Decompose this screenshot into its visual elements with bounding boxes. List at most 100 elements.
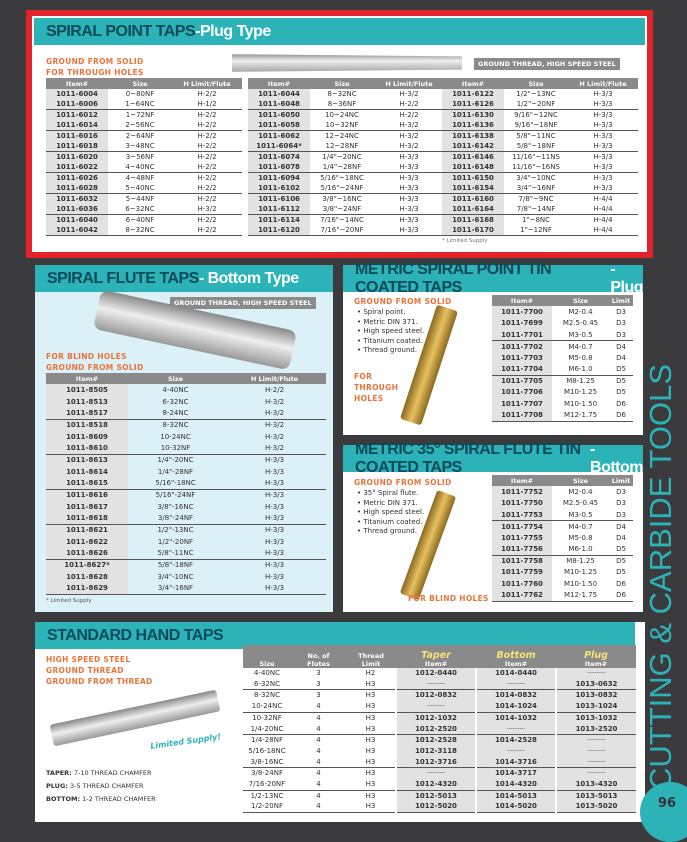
table-row: 1011-7706 M10-1.25 D5 (492, 386, 633, 398)
cell: 7/16-20NF (248, 780, 286, 789)
table-row: 4-40NC 3 H2 1012-0440 1014-0440 ---------- (243, 668, 636, 679)
item-number: 1011-6016 (46, 130, 108, 141)
item-number: 1013-0832 (555, 689, 636, 702)
table-row: 1011-6064* 12~28NF H-3/2 (248, 141, 444, 152)
item-number: 1011-6032 (46, 193, 108, 204)
item-number: 1011-6114 (248, 214, 310, 225)
item-number: 1011-6150 (442, 172, 504, 183)
table-row: 7/16-20NF 4 H3 1012-4320 1014-4320 1013-4320 (243, 779, 636, 791)
cell: 3/8"~24NF (322, 205, 362, 213)
table-row: 1011-6058 10~32NF H-3/2 (248, 120, 444, 131)
column-header: Item# (46, 373, 128, 384)
cell: M2-0.4 (568, 487, 593, 496)
cell: H-2/2 (172, 193, 242, 204)
cell: H-3/3 (264, 502, 285, 511)
cell: 5~40NC (125, 184, 155, 192)
cell: H-3/3 (568, 109, 638, 120)
cell: D3 (616, 499, 626, 508)
column-header-sub: Item# (584, 660, 608, 668)
table-row: 1011-6138 5/8"~11NC H-3/3 (442, 130, 638, 141)
cell: 4 (316, 780, 321, 789)
chamfer-item: PLUG: 3-5 THREAD CHAMFER (46, 780, 156, 793)
item-number: 1013-1024 (555, 701, 636, 713)
cell: D4 (609, 520, 633, 532)
item-number: 1011-6122 (442, 89, 504, 99)
table-row: 1011-7707 M10-1.50 D6 (492, 398, 633, 410)
cell: 5/16"-18NC (155, 479, 196, 488)
cell: 4-40NC (253, 669, 280, 677)
item-number: 1011-7755 (492, 532, 552, 544)
spiral-point-tag: GROUND THREAD, HIGH SPEED STEEL (474, 58, 620, 70)
note: GROUND FROM SOLID (354, 478, 452, 487)
spiral-flute-title: SPIRAL FLUTE TAPS (47, 269, 199, 287)
item-number: 1014-0440 (475, 668, 556, 679)
column-header: Item# (492, 295, 552, 306)
table-row: 1011-8517 8-24NC H-3/2 (46, 407, 326, 420)
cell: H3 (365, 724, 376, 733)
cell: 1"~12NF (520, 226, 552, 234)
data-table: Item# Size Limit 1011-7700 M2-0.4 D3 1011-7699… (492, 295, 633, 422)
header-row: Item# Size Limit (492, 295, 633, 306)
item-number: 1011-6160 (442, 193, 504, 204)
cell: 1/4"-20NC (128, 453, 223, 466)
cell: H-4/4 (593, 205, 613, 213)
chamfer-item: TAPER: 7-10 THREAD CHAMFER (46, 767, 156, 780)
table-row: 1011-7705 M8-1.25 D5 (492, 374, 633, 387)
cell: H-2/2 (197, 226, 217, 234)
cell: H-2/2 (172, 109, 242, 120)
cell: 5/16-18NC (248, 746, 286, 755)
column-header-top: Taper (421, 650, 451, 661)
cell: 8~36NF (327, 100, 357, 108)
cell: M5-0.8 (568, 533, 593, 542)
footnote: * Limited Supply (46, 598, 92, 604)
item-number: 1014-0832 (475, 689, 556, 702)
cell: 1/2"~20NF (516, 100, 556, 108)
item-number: 1011-6102 (248, 183, 310, 194)
column-header: Taper Item# (396, 645, 476, 668)
cell: M4-0.7 (552, 340, 609, 352)
note: GROUND FROM SOLID (46, 363, 144, 372)
cell: H-3/2 (264, 397, 285, 406)
bullet-item: • Thread ground. (357, 527, 418, 535)
cell: H-3/3 (593, 121, 613, 129)
cell: H-3/3 (223, 523, 326, 536)
table-row: 5/16-18NC 4 H3 1012-3118 ---------- ---------… (243, 745, 636, 757)
table-row: 10-32NF 4 H3 1012-1032 1014-1032 1013-1032 (243, 711, 636, 724)
cell: H-2/2 (264, 385, 285, 394)
cell: H-3/3 (223, 558, 326, 571)
metric-plug-subtitle: -Plug (610, 260, 643, 296)
table-row: 1011-6044 8~32NC H-3/2 (248, 89, 444, 99)
cell: 3 (316, 669, 321, 677)
chamfer-item: BOTTOM: 1-2 THREAD CHAMFER (46, 793, 156, 806)
cell: 9/16"~18NF (514, 121, 558, 129)
item-number: 1011-8626 (46, 547, 128, 560)
cell: D3 (616, 319, 626, 328)
item-number: 1012-3118 (395, 745, 476, 757)
data-table: Item# Size H Limit/Flute 1011-6044 8~32NC H-3… (248, 78, 444, 236)
item-number: 1011-8628 (46, 571, 128, 583)
item-number: 1011-6094 (248, 172, 310, 183)
table-row: 1011-6078 1/4"~28NF H-3/3 (248, 162, 444, 173)
column-header: Size (243, 645, 291, 668)
table-row: 1011-8622 1/2"-20NF H-3/3 (46, 535, 326, 548)
item-number: 1011-6048 (248, 99, 310, 110)
cell: 1/2-20NF (251, 802, 283, 811)
cell: 10~32NF (325, 121, 359, 129)
item-number: 1012-5020 (395, 801, 476, 813)
cell: H-2/2 (374, 109, 444, 120)
table-row: 1011-8628 3/4"-10NC H-3/3 (46, 571, 326, 583)
cell: H-3/2 (197, 205, 217, 213)
cell: 1/2"-13NC (128, 523, 223, 536)
item-number: 1011-6112 (248, 204, 310, 215)
cell: 3~48NC (125, 142, 155, 150)
table-row: 6-32NC 3 H3 ---------- ---------- 1013-0632 (243, 678, 636, 690)
item-number: 1011-7708 (492, 409, 552, 421)
table-row: 1011-8518 8-32NC H-3/2 (46, 418, 326, 431)
cell: 4 (291, 789, 346, 802)
item-number: 1011-6142 (442, 141, 504, 152)
cell: H-2/2 (197, 142, 217, 150)
cell: D6 (616, 399, 626, 408)
table-row: 1011-6150 3/4"~10NC H-3/3 (442, 172, 638, 183)
cell: 3/4"~10NC (504, 172, 568, 183)
item-number: 1011-6120 (248, 225, 310, 236)
